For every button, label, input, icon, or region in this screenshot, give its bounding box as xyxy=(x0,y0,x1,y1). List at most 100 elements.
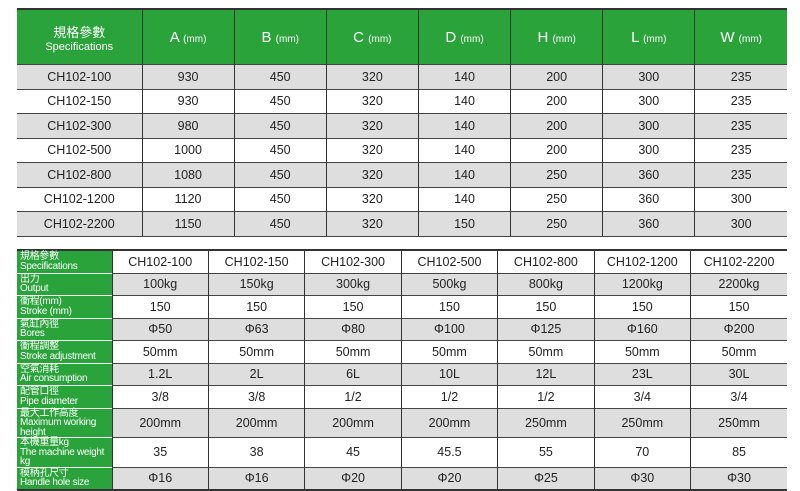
model-cell: CH102-150 xyxy=(17,88,143,114)
table-row: 規格參數 Specifications CH102-100 CH102-150 CH10… xyxy=(17,249,787,273)
cell-value: Φ125 xyxy=(497,317,595,341)
cell-value: 23L xyxy=(594,362,692,386)
cell-value: 50mm xyxy=(304,340,402,363)
row-label-cn: 空氣消耗 xyxy=(20,363,59,375)
cell-value: 2200kg xyxy=(690,272,787,296)
cell-value: 200mm xyxy=(208,407,306,438)
cell-value: 50mm xyxy=(208,340,306,363)
cell-value: CH102-1200 xyxy=(594,249,692,273)
table-row: 空氣消耗 Air consumption 1.2L 2L 6L 10L 12L 23L 30L xyxy=(17,362,787,386)
cell-value: 2L xyxy=(208,362,306,386)
cell-value: 140 xyxy=(418,137,512,163)
row-label: 模柄孔尺寸 Handle hole size xyxy=(17,466,113,490)
table-row: 衝程調整 Stroke adjustment 50mm 50mm 50mm 50mm 50m… xyxy=(17,340,787,363)
unit-label: (mm) xyxy=(643,33,667,45)
cell-value: 235 xyxy=(694,113,787,138)
unit-label: (mm) xyxy=(368,33,392,45)
row-label-cn: 最大工作高度 xyxy=(20,407,79,419)
cell-value: 3/8 xyxy=(208,385,306,408)
unit-label: (mm) xyxy=(183,33,207,45)
cell-value: 50mm xyxy=(594,340,692,363)
table-row: CH102-800 1080 450 320 140 250 360 235 xyxy=(17,162,787,187)
cell-value: Φ16 xyxy=(112,466,209,490)
cell-value: 3/4 xyxy=(690,385,787,408)
cell-value: Φ160 xyxy=(594,317,692,341)
cell-value: 1200kg xyxy=(594,272,692,296)
cell-value: 140 xyxy=(418,162,512,187)
cell-value: 235 xyxy=(694,88,787,114)
cell-value: 50mm xyxy=(497,340,595,363)
cell-value: Φ25 xyxy=(497,466,595,490)
cell-value: 50mm xyxy=(112,340,209,363)
row-label-cn: 衝程調整 xyxy=(20,341,59,353)
cell-value: 320 xyxy=(326,113,419,138)
cell-value: 1120 xyxy=(142,186,235,212)
cell-value: 50mm xyxy=(401,340,499,363)
cell-value: 235 xyxy=(694,64,787,89)
cell-value: 140 xyxy=(418,186,512,212)
table-row: CH102-300 980 450 320 140 200 300 235 xyxy=(17,113,787,138)
row-label-cn: 模柄孔尺寸 xyxy=(20,467,69,479)
cell-value: 450 xyxy=(234,211,327,237)
cell-value: Φ20 xyxy=(304,466,402,490)
cell-value: 12L xyxy=(497,362,595,386)
cell-value: 150 xyxy=(401,295,499,318)
cell-value: Φ30 xyxy=(690,466,787,490)
cell-value: 360 xyxy=(602,162,696,187)
model-cell: CH102-2200 xyxy=(17,211,143,237)
table-row: CH102-500 1000 450 320 140 200 300 235 xyxy=(17,137,787,163)
row-label-cn: 氣缸內徑 xyxy=(20,318,59,330)
cell-value: CH102-2200 xyxy=(690,249,787,273)
column-letter: W xyxy=(720,28,735,46)
cell-value: 100kg xyxy=(112,272,209,296)
cell-value: Φ30 xyxy=(594,466,692,490)
cell-value: 1/2 xyxy=(401,385,499,408)
cell-value: 140 xyxy=(418,64,512,89)
cell-value: Φ63 xyxy=(208,317,306,341)
row-label-en: Maximum working height xyxy=(20,417,97,438)
column-letter: A xyxy=(169,28,179,46)
row-label: 本機重量kg The machine weight kg xyxy=(17,437,113,467)
table-row: 最大工作高度 Maximum working height 200mm 200mm 20… xyxy=(17,407,787,438)
column-letter: H xyxy=(537,28,549,46)
row-label-en: The machine weight kg xyxy=(20,446,105,467)
model-cell: CH102-800 xyxy=(17,162,143,187)
row-label-cn: 衝程(mm) xyxy=(20,296,62,308)
cell-value: Φ100 xyxy=(401,317,499,341)
spec-header-en: Specifications xyxy=(45,40,114,53)
cell-value: 1/2 xyxy=(304,385,402,408)
column-header-d: D (mm) xyxy=(418,9,512,65)
cell-value: 30L xyxy=(690,362,787,386)
cell-value: 140 xyxy=(418,113,512,138)
cell-value: CH102-300 xyxy=(304,249,402,273)
cell-value: Φ50 xyxy=(112,317,209,341)
model-cell: CH102-100 xyxy=(17,64,143,89)
row-label-cn: 出力 xyxy=(20,273,40,285)
row-label: 衝程(mm) Stroke (mm) xyxy=(17,295,113,318)
cell-value: 200 xyxy=(510,64,604,89)
table-row: 配管口徑 Pipe diameter 3/8 3/8 1/2 1/2 1/2 3/4 3/4 xyxy=(17,385,787,408)
cell-value: 300 xyxy=(694,211,787,237)
cell-value: 150 xyxy=(304,295,402,318)
cell-value: 10L xyxy=(401,362,499,386)
cell-value: 300kg xyxy=(304,272,402,296)
cell-value: 38 xyxy=(208,437,306,467)
cell-value: 930 xyxy=(142,88,235,114)
cell-value: 320 xyxy=(326,162,419,187)
cell-value: 3/8 xyxy=(112,385,209,408)
row-label: 衝程調整 Stroke adjustment xyxy=(17,340,113,363)
cell-value: 150 xyxy=(690,295,787,318)
cell-value: CH102-800 xyxy=(497,249,595,273)
model-cell: CH102-1200 xyxy=(17,186,143,212)
table-row: 本機重量kg The machine weight kg 35 38 45 45.5 55 7… xyxy=(17,437,787,467)
dimensions-table: 規格參數 Specifications A (mm) B (mm) C (mm) D (… xyxy=(17,8,787,237)
table-row: 出力 Output 100kg 150kg 300kg 500kg 800kg 1200kg 2… xyxy=(17,272,787,296)
cell-value: 200mm xyxy=(401,407,499,438)
cell-value: 300 xyxy=(602,88,696,114)
cell-value: CH102-150 xyxy=(208,249,306,273)
column-letter: B xyxy=(261,28,272,46)
cell-value: 300 xyxy=(602,113,696,138)
row-label-en: Specifications xyxy=(20,260,78,272)
cell-value: 500kg xyxy=(401,272,499,296)
unit-label: (mm) xyxy=(552,33,576,45)
